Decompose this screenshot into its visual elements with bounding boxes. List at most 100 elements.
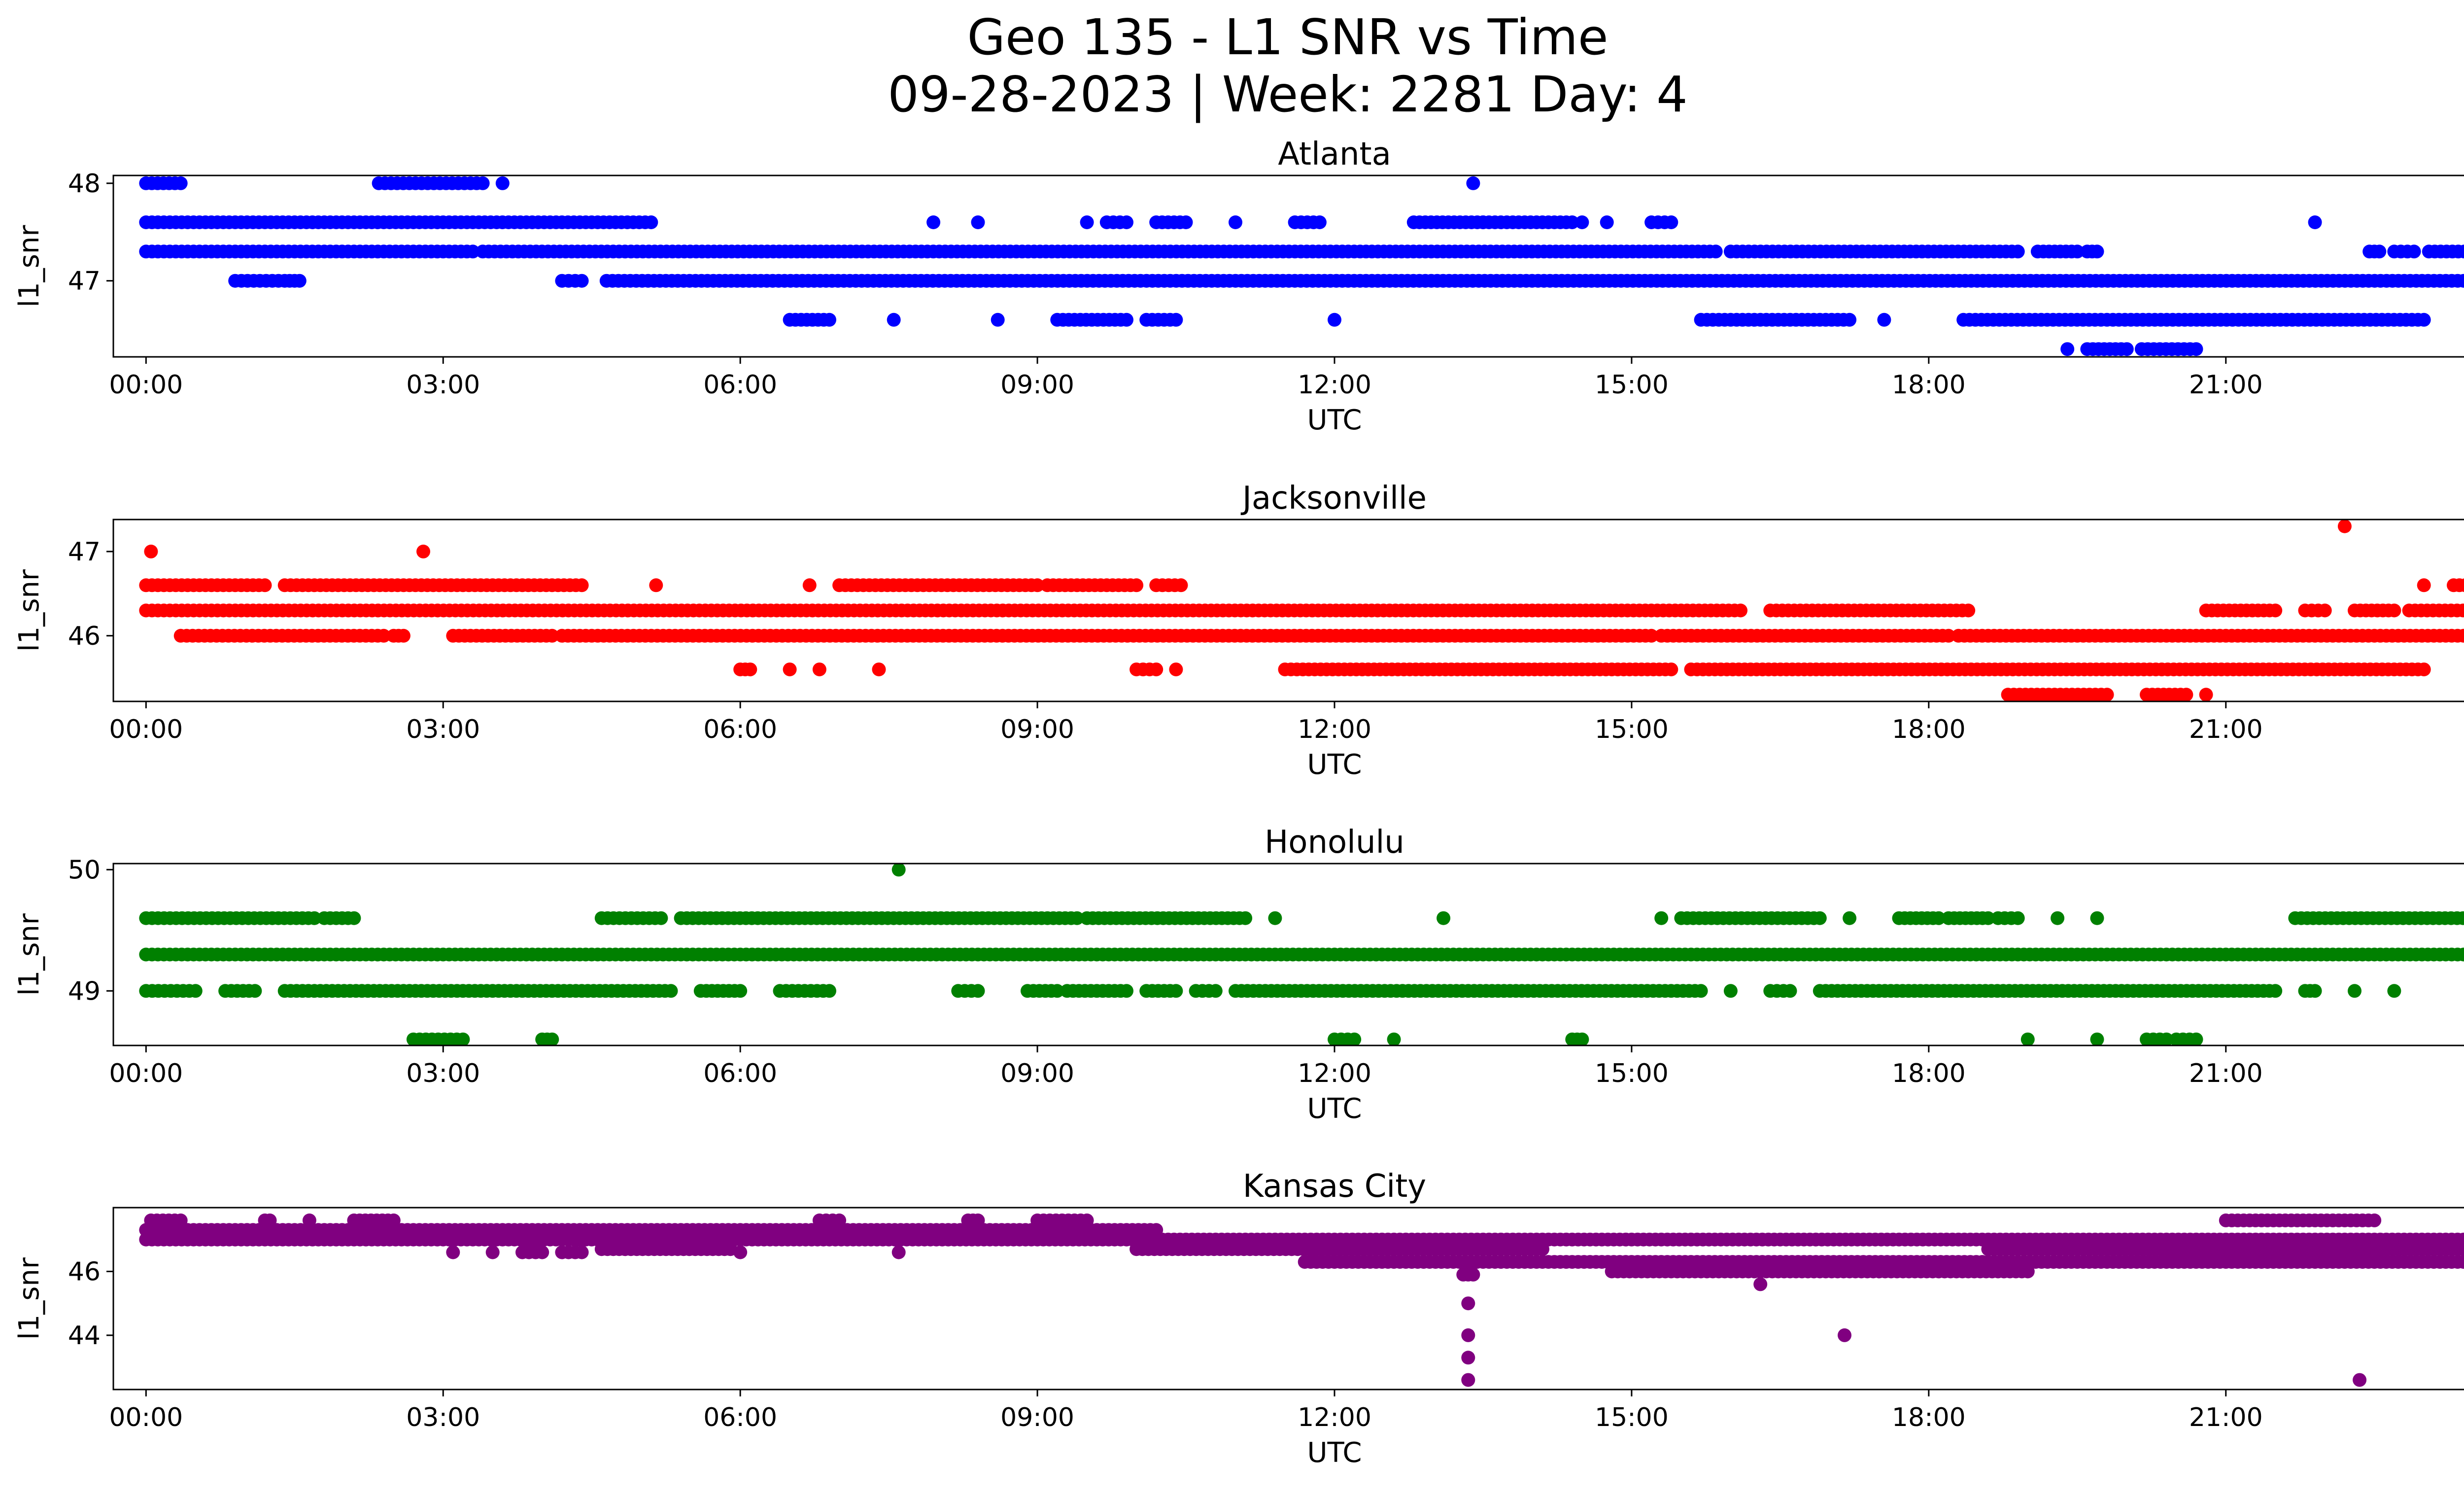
x-tick-label: 15:00 — [1595, 1059, 1669, 1088]
y-tick-label: 46 — [68, 622, 101, 651]
data-point — [2462, 913, 2464, 923]
data-point — [2199, 688, 2213, 701]
x-tick-label: 18:00 — [1892, 1059, 1966, 1088]
data-point — [971, 215, 985, 229]
data-point — [2090, 244, 2104, 259]
x-tick-label: 06:00 — [703, 715, 777, 744]
data-point — [2189, 1032, 2203, 1045]
data-point — [2051, 911, 2065, 925]
x-tick-label: 00:00 — [109, 370, 183, 400]
data-point — [2457, 274, 2464, 288]
x-tick-label: 09:00 — [1000, 370, 1074, 400]
data-point — [2011, 911, 2025, 925]
data-point — [2463, 1257, 2464, 1266]
data-point — [1268, 911, 1282, 925]
x-axis-label: UTC — [1307, 404, 1362, 436]
data-point — [575, 578, 589, 592]
x-tick-label: 09:00 — [1000, 1059, 1074, 1088]
x-tick-label: 06:00 — [703, 1403, 777, 1432]
data-point — [1843, 911, 1857, 925]
subplot-title: Jacksonville — [1240, 480, 1427, 517]
data-point — [1664, 215, 1678, 229]
data-point — [2318, 603, 2332, 618]
data-point — [1169, 984, 1183, 998]
data-point — [971, 984, 985, 998]
data-point — [664, 984, 678, 998]
data-point — [2308, 984, 2322, 998]
x-tick-label: 00:00 — [109, 1403, 183, 1432]
y-tick-label: 44 — [68, 1321, 101, 1351]
subplot-3: Kansas City 00:00 03:00 06:00 09:00 12:00 15:0… — [13, 1168, 2464, 1469]
data-point — [2020, 1264, 2035, 1279]
data-point — [575, 1245, 589, 1259]
data-point — [2462, 605, 2464, 616]
y-axis-label: l1_snr — [13, 913, 45, 996]
data-point — [1600, 215, 1614, 229]
data-point — [1179, 215, 1193, 229]
data-point — [545, 628, 559, 643]
data-point — [1753, 1277, 1768, 1291]
data-point — [887, 313, 901, 327]
data-point — [991, 313, 1005, 327]
data-point — [347, 911, 361, 925]
data-point — [396, 628, 411, 643]
data-point — [2348, 984, 2361, 998]
data-point — [654, 911, 668, 925]
data-point — [2159, 1032, 2174, 1045]
data-point — [1813, 911, 1827, 925]
data-point — [545, 1032, 559, 1045]
data-point — [2457, 628, 2464, 643]
data-point — [2179, 688, 2193, 701]
data-point — [1030, 578, 1045, 592]
subplot-panels: Atlanta 00:00 03:00 06:00 09:00 12:00 15:00 18:… — [13, 136, 2464, 1469]
data-point — [1461, 1328, 1475, 1342]
data-point — [743, 662, 757, 677]
data-point — [2120, 342, 2134, 356]
data-point — [2456, 603, 2464, 618]
scatter-series — [139, 864, 2464, 1045]
data-point — [644, 215, 658, 229]
subplot-title: Honolulu — [1265, 824, 1404, 861]
data-point — [1169, 662, 1183, 677]
data-point — [2457, 947, 2464, 962]
subplot-2: Honolulu 00:00 03:00 06:00 09:00 12:00 15:00 18… — [13, 824, 2464, 1125]
data-point — [2100, 688, 2114, 701]
y-tick-label: 50 — [68, 855, 101, 885]
x-tick-label: 12:00 — [1298, 715, 1371, 744]
x-axis-label: UTC — [1307, 749, 1362, 781]
data-point — [2268, 603, 2283, 618]
data-point — [822, 313, 836, 327]
data-point — [292, 274, 307, 288]
data-point — [1709, 244, 1723, 259]
data-point — [476, 176, 490, 190]
data-point — [2268, 984, 2283, 998]
data-point — [2417, 578, 2431, 592]
x-tick-label: 15:00 — [1595, 370, 1669, 400]
data-point — [1120, 984, 1133, 998]
data-point — [2090, 1032, 2104, 1045]
data-point — [456, 1032, 470, 1045]
data-point — [416, 544, 430, 558]
data-point — [733, 984, 748, 998]
data-point — [386, 1213, 401, 1227]
data-point — [1461, 1296, 1475, 1311]
y-tick-label: 48 — [68, 169, 101, 199]
data-point — [1229, 215, 1242, 229]
data-point — [783, 662, 797, 677]
data-point — [2407, 244, 2421, 259]
x-tick-label: 15:00 — [1595, 715, 1669, 744]
data-point — [188, 984, 203, 998]
data-point — [926, 215, 941, 229]
x-tick-label: 18:00 — [1892, 1403, 1966, 1432]
data-point — [144, 544, 158, 558]
scatter-series — [139, 520, 2464, 701]
data-point — [1734, 603, 1747, 618]
data-point — [2456, 911, 2464, 925]
data-point — [2387, 984, 2401, 998]
x-tick-label: 03:00 — [406, 715, 480, 744]
data-point — [1238, 911, 1253, 925]
x-tick-label: 03:00 — [406, 1403, 480, 1432]
data-point — [1347, 1032, 1362, 1045]
data-point — [173, 1213, 188, 1227]
